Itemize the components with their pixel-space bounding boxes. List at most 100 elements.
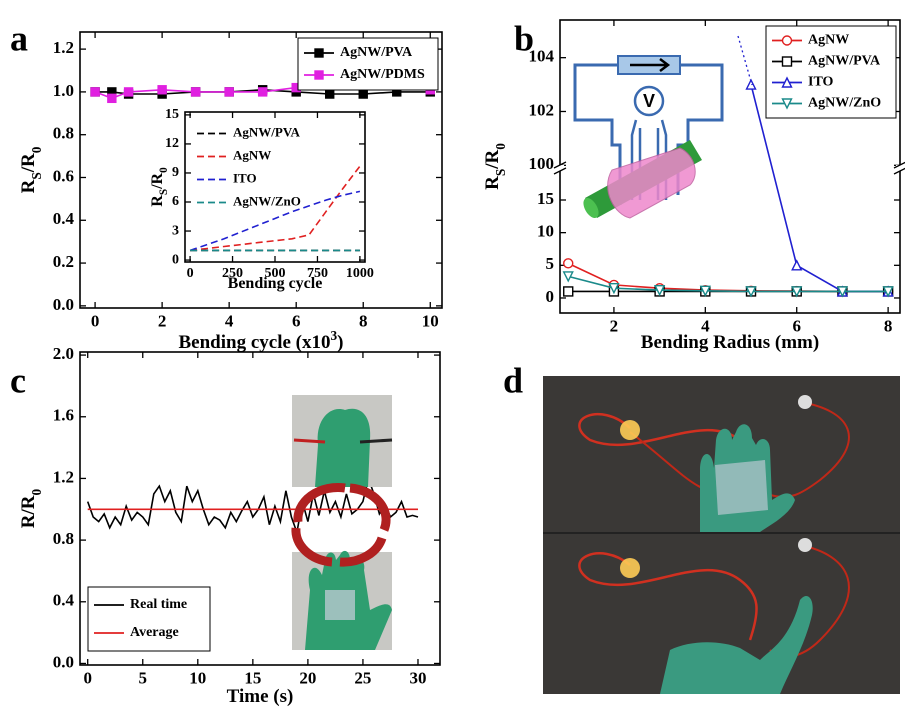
- legend-label: ITO: [233, 170, 257, 185]
- x-tick-label: 2: [158, 311, 167, 330]
- label-part: R: [482, 176, 503, 190]
- legend-marker: [315, 71, 323, 79]
- label-part: 0: [493, 143, 508, 150]
- y-tick-label: 6: [172, 194, 179, 209]
- y-tick-label: 0.2: [53, 252, 74, 271]
- led: [620, 420, 640, 440]
- y-tick-label: 0.8: [53, 529, 74, 548]
- y-tick-label: 1.6: [53, 406, 74, 425]
- y-tick-label: 0: [546, 287, 555, 306]
- y-tick-label: 0.8: [53, 124, 74, 143]
- label-part: ): [337, 332, 343, 353]
- axis-label: Bending Radius (mm): [641, 332, 819, 353]
- x-tick-label: 0: [187, 266, 194, 281]
- label-part: R/R: [18, 495, 39, 528]
- battery: [798, 395, 812, 409]
- x-tick-label: 20: [299, 668, 316, 687]
- x-tick-label: 10: [189, 668, 206, 687]
- label-part: /R: [482, 149, 503, 169]
- x-tick-label: 5: [139, 668, 148, 687]
- data-point: [359, 90, 367, 98]
- legend-marker: [783, 36, 792, 45]
- axis-label: Bending cycle: [228, 275, 323, 292]
- y-tick-label: 0.0: [53, 295, 74, 314]
- y-tick-label: 1.0: [53, 81, 74, 100]
- data-point: [564, 287, 573, 296]
- legend-label: AgNW: [808, 33, 849, 48]
- y-tick-label: 5: [546, 254, 555, 273]
- schematic: V: [575, 36, 752, 221]
- label-part: 0: [29, 146, 44, 153]
- legend: AgNW AgNW/PVA ITO AgNW/ZnO: [766, 26, 896, 118]
- label-part: R: [149, 195, 166, 207]
- x-tick-label: 10: [422, 311, 439, 330]
- label-part: Bending cycle (x10: [179, 332, 331, 353]
- x-tick-label: 15: [244, 668, 261, 687]
- data-point: [792, 261, 801, 270]
- axis-label: RS/R0: [482, 143, 507, 190]
- legend: Real time Average: [88, 587, 210, 651]
- y-tick-label: 100: [529, 154, 555, 173]
- data-point: [91, 88, 99, 96]
- y-tick-label: 104: [529, 47, 555, 66]
- x-tick-label: 2: [610, 316, 619, 335]
- y-tick-label: 10: [537, 222, 554, 241]
- legend-label: AgNW/PDMS: [340, 67, 425, 82]
- film: [715, 460, 768, 515]
- label-part: Bending cycle: [228, 275, 323, 292]
- label-part: S: [29, 172, 44, 179]
- axis-label: Bending cycle (x103): [179, 328, 344, 354]
- wire: [360, 440, 392, 442]
- axis-label: RS/R0: [149, 167, 170, 207]
- voltmeter-label: V: [643, 91, 655, 111]
- label-part: 0: [29, 488, 44, 495]
- data-point: [225, 88, 233, 96]
- wire: [294, 440, 325, 442]
- y-tick-label: 0: [172, 252, 179, 267]
- photos-c: [292, 395, 392, 650]
- y-tick-label: 12: [165, 136, 179, 151]
- x-tick-label: 6: [292, 311, 301, 330]
- legend-label: AgNW/PVA: [808, 54, 881, 69]
- y-tick-label: 0.6: [53, 166, 74, 185]
- data-point: [192, 88, 200, 96]
- data-point: [259, 88, 267, 96]
- legend-label: AgNW/ZnO: [808, 96, 881, 111]
- legend-marker: [783, 57, 792, 66]
- data-point: [108, 94, 116, 102]
- film: [325, 590, 355, 620]
- led: [620, 558, 640, 578]
- legend-marker: [315, 49, 323, 57]
- label-part: /R: [149, 172, 166, 189]
- panel-letter: a: [10, 18, 28, 58]
- x-tick-label: 8: [884, 316, 893, 335]
- data-point: [158, 86, 166, 94]
- label-part: S: [493, 169, 508, 176]
- panel-letter: c: [10, 360, 26, 400]
- axis-label: R/R0: [18, 488, 43, 528]
- legend-label: Real time: [130, 597, 187, 612]
- y-tick-label: 0.4: [53, 591, 75, 610]
- y-tick-label: 0.4: [53, 209, 75, 228]
- label-part: Time (s): [227, 686, 294, 707]
- x-tick-label: 1000: [346, 266, 374, 281]
- axis-label: Time (s): [227, 686, 294, 707]
- axis-label: RS/R0: [18, 146, 43, 193]
- label-part: 0: [158, 167, 170, 173]
- x-tick-label: 8: [359, 311, 368, 330]
- x-tick-label: 25: [354, 668, 371, 687]
- dotted-trace: [738, 36, 752, 85]
- chart: 0510151001021042468Bending Radius (mm)RS…: [482, 20, 905, 353]
- legend-label: AgNW/PVA: [233, 124, 301, 139]
- figure: a b c d 0.00.20.40.60.81.01.20246810Bend…: [0, 0, 905, 713]
- y-tick-label: 2.0: [53, 344, 74, 363]
- legend-label: Average: [130, 625, 179, 640]
- data-point: [564, 259, 573, 268]
- y-tick-label: 9: [172, 165, 179, 180]
- data-point: [326, 90, 334, 98]
- x-tick-label: 4: [225, 311, 234, 330]
- legend-label: ITO: [808, 75, 834, 90]
- label-part: R: [18, 179, 39, 193]
